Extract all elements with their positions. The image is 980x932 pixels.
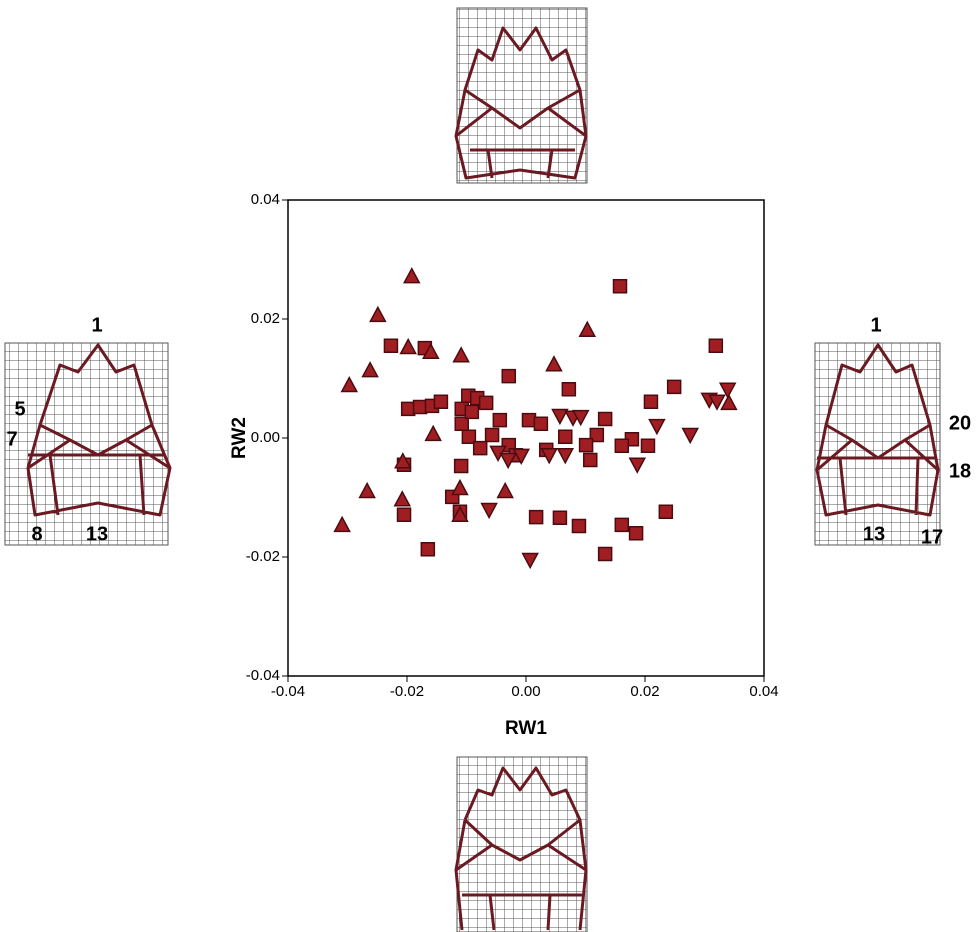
landmark-label: 17	[921, 526, 943, 548]
point	[478, 395, 494, 411]
point	[708, 338, 724, 354]
point	[424, 424, 442, 442]
point	[393, 490, 411, 507]
point	[361, 361, 379, 378]
point	[501, 368, 516, 384]
point	[464, 404, 480, 420]
landmark-label: 1	[91, 314, 102, 336]
point	[383, 338, 399, 354]
point	[718, 382, 737, 399]
point	[561, 381, 577, 397]
landmark-label: 8	[31, 523, 42, 545]
landmark-label: 5	[14, 398, 25, 420]
point	[556, 448, 575, 465]
point	[399, 337, 417, 355]
point	[396, 507, 412, 523]
deformation-grid-top	[454, 7, 588, 184]
point	[658, 504, 674, 520]
point	[597, 411, 613, 427]
point	[433, 394, 449, 409]
point	[597, 546, 613, 562]
point	[708, 394, 726, 411]
y-tick-label: 0.04	[251, 191, 280, 208]
point	[533, 416, 549, 431]
point	[571, 409, 590, 427]
point	[551, 408, 569, 426]
point	[403, 267, 421, 284]
point	[521, 552, 539, 570]
point	[545, 355, 563, 372]
point	[499, 452, 517, 470]
point	[558, 429, 573, 445]
landmark-label: 13	[863, 523, 885, 545]
point	[480, 502, 498, 520]
point	[453, 458, 469, 474]
deformation-grid-bottom	[454, 756, 588, 932]
point	[578, 320, 597, 337]
point	[358, 481, 376, 499]
y-axis-label: RW2	[229, 417, 250, 459]
point	[400, 401, 416, 417]
point	[496, 481, 514, 499]
point	[666, 379, 682, 395]
x-axis-label: RW1	[505, 718, 547, 739]
x-tick-label: 0.02	[630, 683, 659, 700]
point	[528, 509, 544, 525]
point	[412, 399, 428, 415]
point	[589, 427, 605, 443]
point	[571, 518, 587, 534]
point	[420, 542, 436, 557]
point	[451, 478, 469, 496]
point	[720, 393, 738, 411]
point	[612, 279, 628, 294]
point	[340, 375, 359, 393]
point	[628, 457, 647, 474]
point	[552, 510, 568, 525]
point	[333, 515, 351, 533]
point	[521, 412, 537, 428]
point	[422, 342, 440, 359]
point	[492, 412, 508, 428]
point	[512, 448, 530, 465]
y-tick-label: -0.02	[246, 548, 280, 565]
x-tick-label: 0.04	[749, 683, 778, 700]
point	[578, 437, 594, 453]
point	[614, 517, 630, 533]
point	[681, 427, 699, 445]
landmark-label: 1	[870, 314, 881, 336]
point	[643, 394, 659, 409]
deformation-grid-right	[814, 342, 941, 546]
landmark-label: 7	[6, 428, 17, 450]
point	[648, 418, 666, 436]
x-tick-label: 0.00	[511, 683, 540, 700]
point	[452, 346, 470, 363]
point	[583, 452, 598, 468]
point	[451, 505, 469, 523]
y-tick-label: 0.00	[251, 429, 280, 446]
x-tick-label: -0.04	[271, 683, 305, 700]
y-tick-label: 0.02	[251, 310, 280, 327]
point	[540, 448, 558, 465]
point	[484, 427, 500, 443]
point	[454, 416, 469, 431]
deformation-grid-left	[4, 342, 172, 546]
point	[640, 438, 656, 453]
landmark-label: 18	[949, 460, 971, 482]
point	[472, 440, 488, 456]
point	[614, 438, 630, 453]
point	[369, 305, 387, 323]
landmark-label: 20	[949, 412, 971, 434]
point	[394, 452, 412, 469]
point	[628, 525, 644, 541]
x-tick-label: -0.02	[390, 683, 424, 700]
landmark-label: 13	[86, 523, 108, 545]
y-tick-label: -0.04	[246, 667, 280, 684]
